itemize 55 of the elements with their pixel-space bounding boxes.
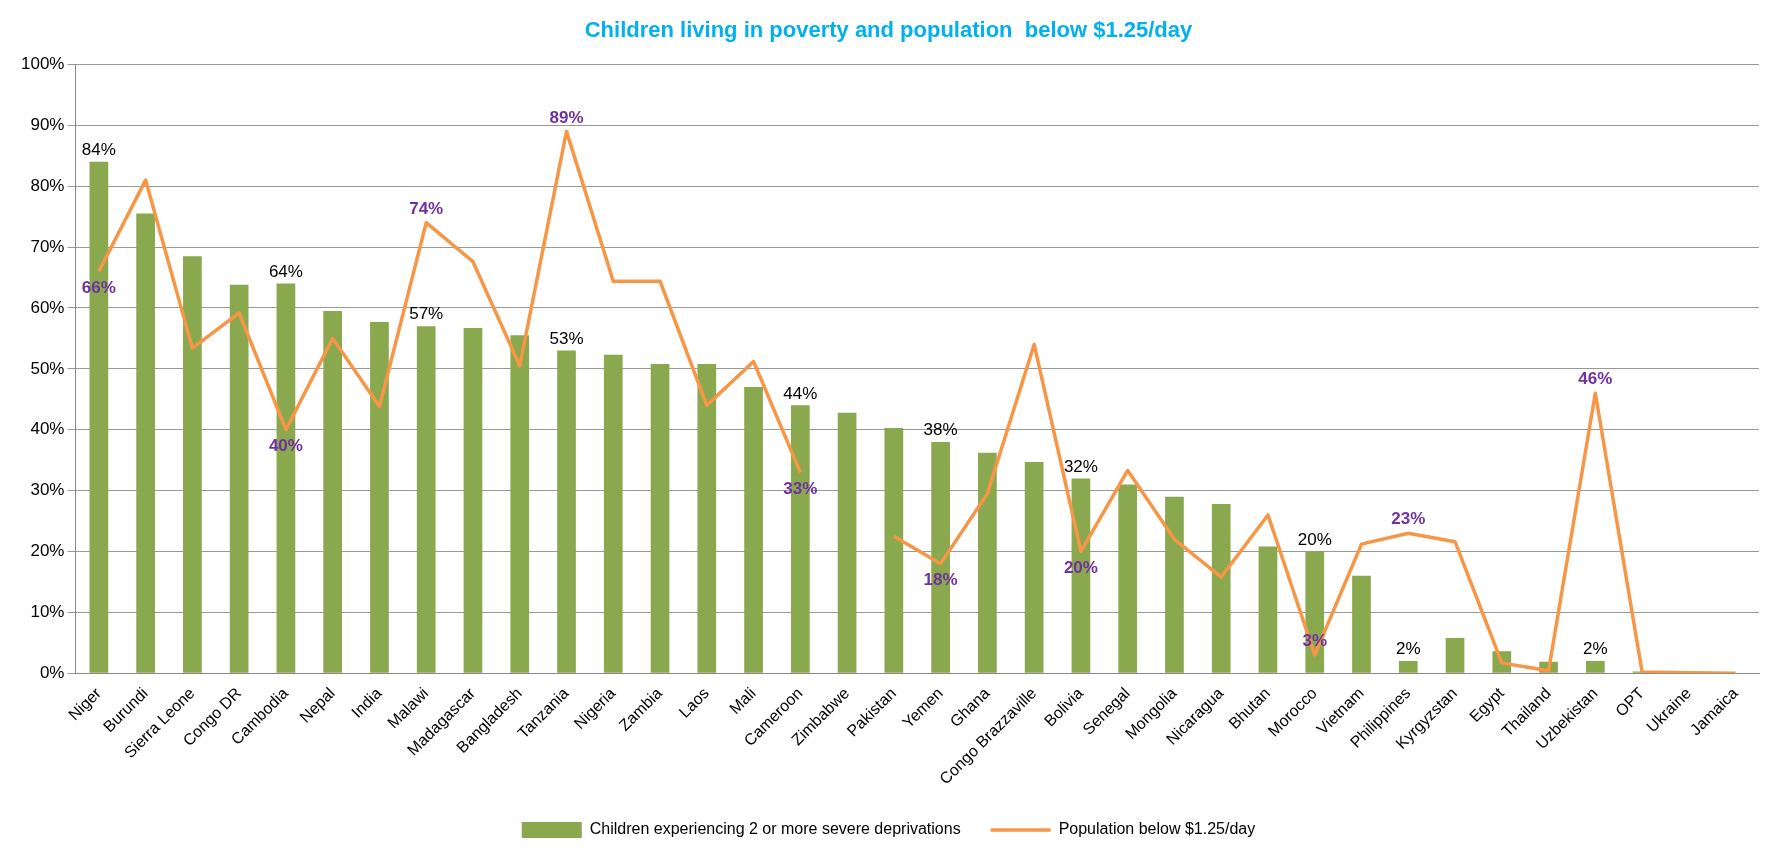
y-tick-label: 30% — [30, 480, 65, 500]
y-tick-label: 60% — [30, 297, 65, 317]
bar — [183, 256, 202, 673]
bar — [1118, 484, 1138, 673]
legend-label: Population below $1.25/day — [1058, 820, 1256, 838]
data-label: 74% — [409, 198, 444, 218]
bar — [1024, 461, 1044, 673]
data-label: 3% — [1302, 631, 1328, 651]
bar — [1258, 546, 1278, 673]
legend-label: Children experiencing 2 or more severe deprivations — [589, 820, 961, 838]
data-label: 46% — [1578, 369, 1613, 389]
data-label: 2% — [1583, 639, 1608, 659]
data-label: 89% — [549, 107, 584, 127]
data-label: 44% — [783, 383, 818, 403]
y-tick-label: 70% — [30, 236, 65, 256]
bar — [697, 363, 717, 673]
y-tick-label: 0% — [39, 662, 65, 682]
y-tick-label: 20% — [30, 541, 65, 561]
bar — [229, 284, 249, 673]
bar — [1398, 661, 1418, 673]
bar — [1352, 575, 1371, 673]
bar — [136, 213, 155, 673]
bar — [463, 328, 483, 673]
data-label: 38% — [923, 420, 958, 440]
data-label: 57% — [409, 304, 444, 324]
bar — [650, 363, 670, 673]
bar — [1165, 496, 1184, 673]
chart-title: Children living in poverty and population below $1.25/day — [584, 17, 1194, 43]
y-tick-label: 50% — [30, 358, 65, 378]
data-label: 32% — [1063, 456, 1098, 476]
bar — [603, 354, 623, 673]
bar — [837, 412, 857, 673]
bar — [416, 326, 436, 673]
bar — [1445, 637, 1465, 673]
bar — [744, 387, 763, 673]
bar — [510, 335, 530, 673]
y-tick-label: 100% — [21, 54, 65, 74]
y-tick-label: 40% — [30, 419, 65, 439]
bar — [1211, 503, 1231, 673]
bar — [884, 427, 904, 673]
data-label: 20% — [1297, 529, 1332, 549]
bar — [1305, 551, 1325, 673]
bar — [370, 321, 389, 673]
bar — [978, 452, 997, 673]
y-tick-label: 10% — [30, 602, 65, 622]
data-label: 2% — [1395, 639, 1421, 659]
data-label: 53% — [549, 328, 584, 348]
y-tick-label: 80% — [30, 175, 65, 195]
bar — [323, 310, 343, 673]
data-label: 64% — [268, 261, 303, 281]
data-label: 84% — [81, 140, 116, 159]
y-tick-label: 90% — [30, 114, 65, 134]
data-label: 23% — [1391, 509, 1426, 529]
bar — [1585, 661, 1605, 673]
bar — [557, 350, 576, 673]
